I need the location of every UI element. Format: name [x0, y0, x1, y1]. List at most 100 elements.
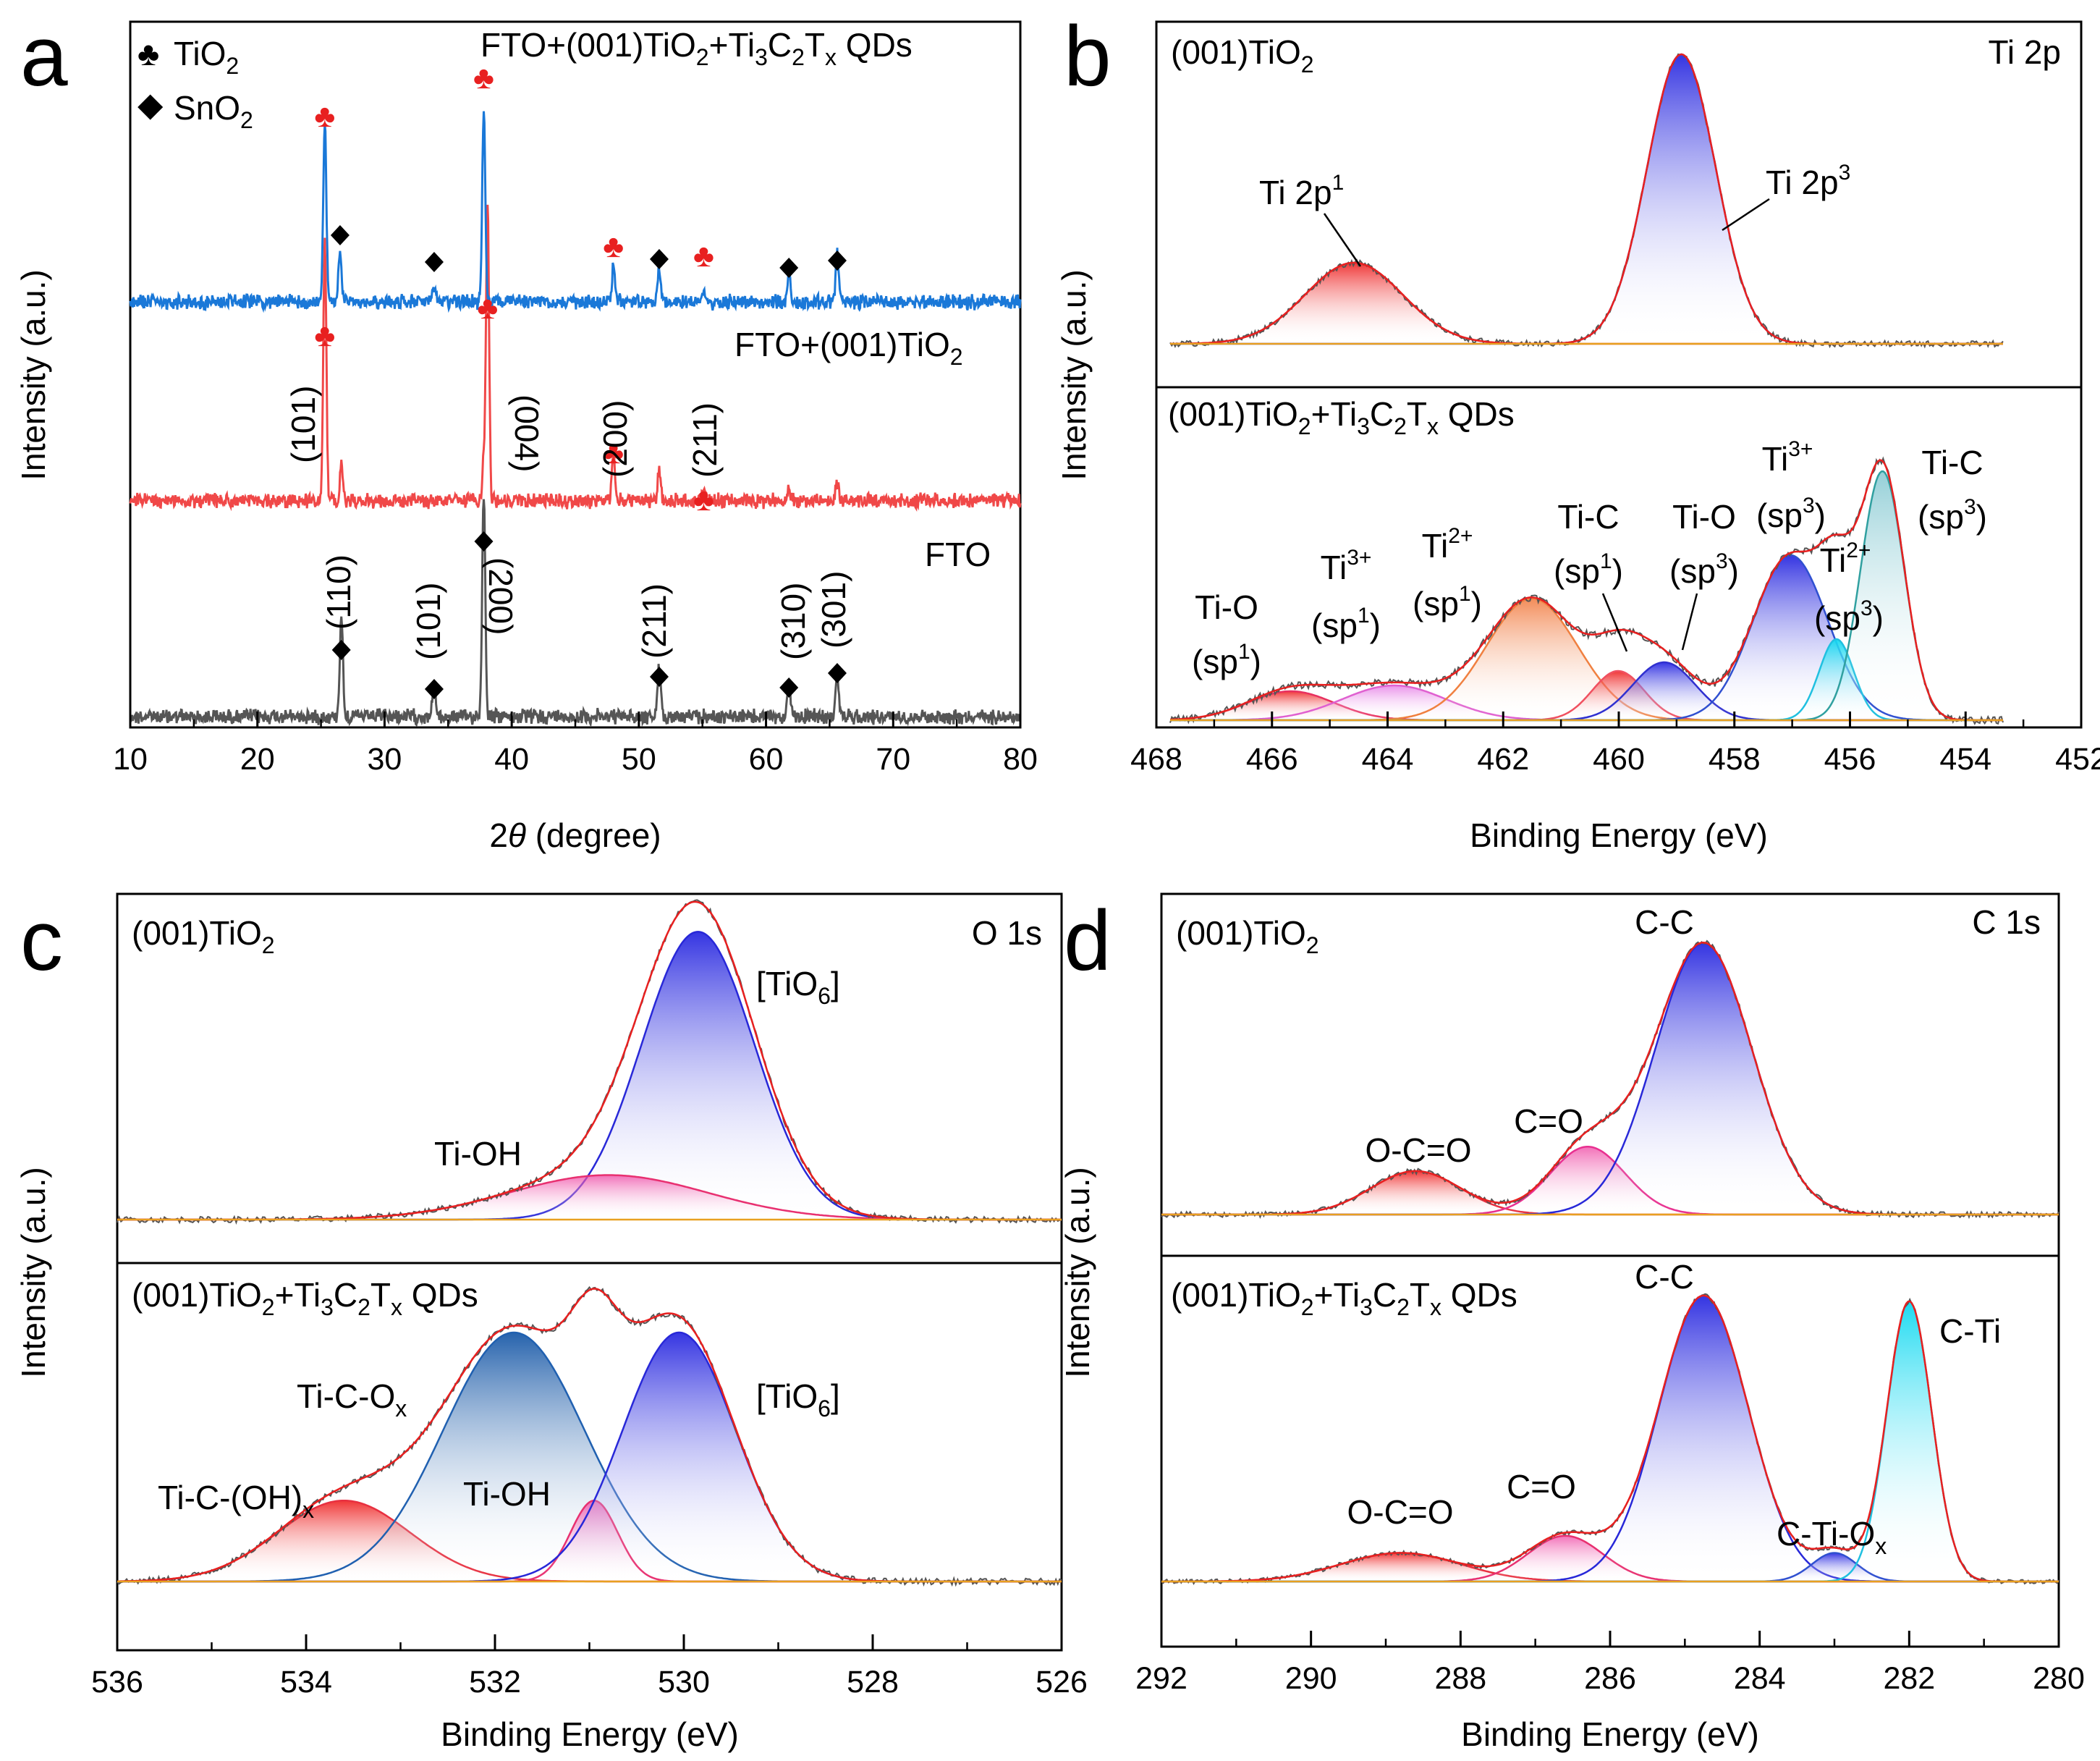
sample-label-d-top: (001)TiO2: [1176, 914, 1319, 958]
x-axis-ticks-a: 10 20 30 40 50 60 70 80: [113, 711, 1038, 777]
peak-label-ctiox: C-Ti-Ox: [1777, 1515, 1887, 1559]
x-axis-label-c: Binding Energy (eV): [441, 1715, 739, 1753]
x-tick-label: 460: [1593, 742, 1645, 777]
ti2p-bottom-spectrum: [1169, 456, 2004, 725]
tio2-club-marker: ♣: [603, 229, 624, 264]
x-tick-label: 288: [1434, 1661, 1486, 1696]
o1s-bottom-spectrum: [117, 1285, 1062, 1587]
x-tick-label: 466: [1246, 742, 1298, 777]
sno2-diamond-marker: [827, 250, 847, 271]
peak-label-oco-bot: O-C=O: [1347, 1493, 1454, 1531]
peak-label-ticoh: Ti-C-(OH)x: [158, 1479, 314, 1523]
component-fill-c-top-1: [117, 1175, 1062, 1220]
c1s-top-spectrum: [1161, 939, 2059, 1220]
sample-label-d-bot: (001)TiO2+Ti3C2Tx QDs: [1171, 1276, 1517, 1320]
label-tic-sp1: Ti-C: [1557, 498, 1619, 536]
x-tick-label: 464: [1362, 742, 1414, 777]
x-tick-label: 528: [847, 1665, 899, 1699]
x-tick-label: 50: [622, 742, 656, 777]
peak-label-cti: C-Ti: [1939, 1312, 2001, 1350]
x-axis-ticks-c: 536 534 532 530 528 526: [91, 1634, 1088, 1699]
label-ti3-sp1-hyb: (sp1): [1311, 604, 1381, 644]
x-tick-label: 10: [113, 742, 148, 777]
x-tick-label: 530: [658, 1665, 710, 1699]
sno2-diamond-marker: [330, 225, 350, 245]
component-fill-d-bot-3: [1161, 1553, 2059, 1581]
component-fill-d-top-0: [1161, 1171, 2059, 1215]
label-tic-sp1-hyb: (sp1): [1554, 549, 1623, 590]
sno2-diamond-marker: [424, 252, 444, 272]
peak-markers-a: ♣ ♣ ♣ ♣ ♣ ♣ ♣ ♣: [314, 60, 847, 699]
component-fill-c-bot-3: [117, 1333, 1062, 1581]
sno2-diamond-marker: [649, 249, 669, 269]
x-axis-label-a: 2θ (degree): [489, 816, 661, 854]
component-fill-d-bot-0: [1161, 1553, 2059, 1581]
y-axis-label-c: Intensity (a.u.): [14, 1167, 52, 1377]
sample-label-c-top: (001)TiO2: [132, 914, 275, 958]
hkl-sno2-110: (110): [320, 554, 357, 630]
x-axis-ticks-d: 292 290 288 286 284 282 280: [1135, 1631, 2085, 1696]
component-fill-b-bot-3: [1170, 671, 2003, 720]
xrd-line-2: [129, 111, 1022, 313]
hkl-sno2-211: (211): [635, 583, 673, 659]
x-tick-label: 80: [1003, 742, 1038, 777]
x-tick-label: 468: [1130, 742, 1182, 777]
x-tick-label: 282: [1883, 1661, 1935, 1696]
peak-label-co-bot: C=O: [1507, 1468, 1576, 1505]
y-axis-label-a: Intensity (a.u.): [14, 269, 52, 480]
region-label-c: O 1s: [972, 914, 1042, 952]
label-tio-sp1: Ti-O: [1195, 588, 1258, 626]
x-tick-label: 452: [2055, 742, 2100, 777]
x-tick-label: 70: [876, 742, 910, 777]
xrd-series: [129, 111, 1022, 728]
sno2-diamond-marker: [779, 677, 799, 698]
hkl-tio2-200: (200): [596, 400, 634, 478]
peak-label-oco-top: O-C=O: [1366, 1131, 1472, 1169]
x-tick-label: 292: [1135, 1661, 1187, 1696]
label-tio-sp3-hyb: (sp3): [1669, 549, 1739, 590]
label-ti3-sp3: Ti3+: [1762, 437, 1813, 478]
component-fill-b-bot-5: [1170, 555, 2003, 720]
hkl-sno2-101: (101): [410, 583, 447, 660]
y-axis-label-d: Intensity (a.u.): [1059, 1167, 1096, 1377]
x-tick-label: 286: [1584, 1661, 1636, 1696]
panel-d: d 292 290 288 286 284 282 280 (001)TiO2 C 1s C…: [1059, 892, 2085, 1753]
xrd-line-1: [129, 204, 1022, 512]
region-label-b: Ti 2p: [1988, 33, 2061, 71]
label-ti2-sp3-hyb: (sp3): [1814, 596, 1884, 637]
peak-label-co-top: C=O: [1514, 1102, 1583, 1140]
hkl-sno2-301: (301): [815, 571, 852, 649]
tio2-club-marker: ♣: [693, 482, 714, 518]
legend-sno2-symbol: ◆: [137, 85, 164, 123]
sample-label-b-top: (001)TiO2: [1171, 33, 1314, 77]
c1s-bottom-spectrum: [1161, 1293, 2059, 1585]
peak-label-ti2p1: Ti 2p1: [1259, 171, 1344, 211]
peak-label-tio6-bot: [TiO6]: [756, 1377, 840, 1422]
x-tick-label: 280: [2033, 1661, 2085, 1696]
hkl-tio2-004: (004): [508, 394, 546, 472]
series-label-mid: FTO+(001)TiO2: [734, 326, 963, 370]
peak-label-cc-bot: C-C: [1635, 1258, 1694, 1296]
xrd-line-0: [129, 499, 1022, 728]
arrow-ti2p1: [1323, 213, 1362, 267]
x-tick-label: 456: [1824, 742, 1876, 777]
tio2-club-marker: ♣: [477, 290, 498, 326]
tio2-club-marker: ♣: [314, 98, 335, 134]
sno2-diamond-marker: [827, 663, 847, 683]
sample-label-c-bot: (001)TiO2+Ti3C2Tx QDs: [132, 1276, 478, 1320]
component-fill-b-bot-7: [1170, 471, 2003, 720]
label-tio-sp1-hyb: (sp1): [1192, 640, 1261, 680]
series-label-bot: FTO: [925, 536, 991, 573]
panel-letter-d: d: [1064, 893, 1112, 989]
sno2-diamond-marker: [649, 667, 669, 687]
label-ti2-sp1-hyb: (sp1): [1413, 582, 1482, 622]
legend-tio2-label: TiO2: [174, 35, 239, 79]
panel-c: c 536 534 532 530 528 526 (001)TiO2 O 1s [TiO…: [14, 892, 1088, 1753]
fit-envelope-b-bot: [1169, 459, 2003, 722]
region-label-d: C 1s: [1972, 903, 2041, 941]
plot-frame-a: [129, 20, 1022, 729]
hkl-tio2-211: (211): [686, 402, 724, 478]
sno2-diamond-marker: [474, 531, 494, 552]
label-ti2-sp3: Ti2+: [1820, 539, 1871, 579]
